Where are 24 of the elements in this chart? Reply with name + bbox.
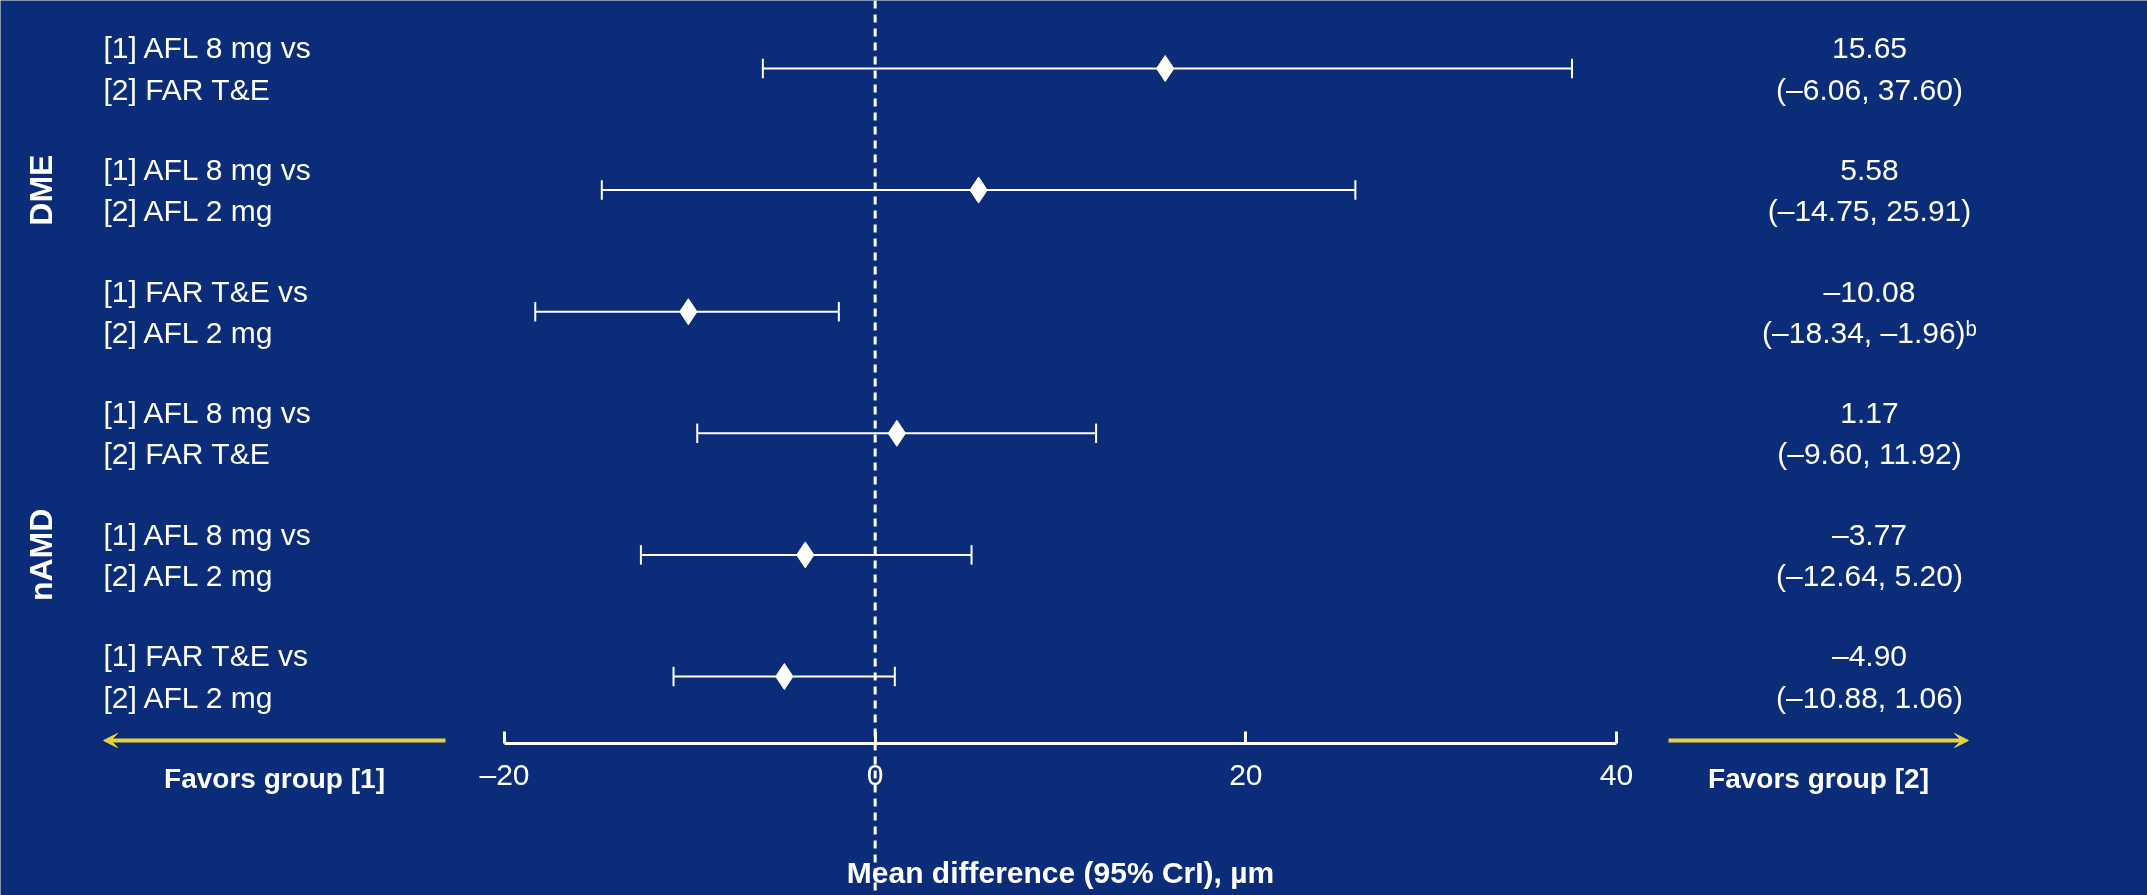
text: nAMD xyxy=(22,508,59,602)
point xyxy=(775,663,794,690)
y-tick-label: [1] AFL 8 mg vs [2] FAR T&E xyxy=(103,396,311,471)
point xyxy=(887,419,907,447)
y-tick-label: [1] FAR T&E vs [2] AFL 2 mg xyxy=(103,274,309,349)
data-label: –10.08 (–18.34, –1.96)ᵇ xyxy=(1762,274,1977,349)
text: Favors group [2] xyxy=(1708,763,1929,794)
data-label: 5.58 (–14.75, 25.91) xyxy=(1767,152,1972,228)
x-tick-label: 40 xyxy=(1599,757,1634,791)
y-tick-label: [1] FAR T&E vs [2] AFL 2 mg xyxy=(103,639,309,714)
x-tick-label: 20 xyxy=(1229,757,1263,791)
y-tick-label: [1] AFL 8 mg vs [2] AFL 2 mg xyxy=(103,152,311,228)
data-label: –4.90 (–10.88, 1.06) xyxy=(1776,639,1963,714)
data-label: 15.65 (–6.06, 37.60) xyxy=(1776,31,1963,106)
x-tick-label: –20 xyxy=(479,757,530,791)
data-label: –3.77 (–12.64, 5.20) xyxy=(1776,517,1963,593)
point xyxy=(1156,55,1175,82)
text: Favors group [1] xyxy=(164,763,385,794)
y-tick-label: [1] AFL 8 mg vs [2] AFL 2 mg xyxy=(103,517,311,593)
x-axis-title: Mean difference (95% CrI), µm xyxy=(846,855,1275,889)
y-tick-label: [1] AFL 8 mg vs [2] FAR T&E xyxy=(103,31,311,106)
data-label: 1.17 (–9.60, 11.92) xyxy=(1777,396,1962,471)
text: DME xyxy=(22,154,59,226)
x-tick-label: 0 xyxy=(866,757,884,791)
